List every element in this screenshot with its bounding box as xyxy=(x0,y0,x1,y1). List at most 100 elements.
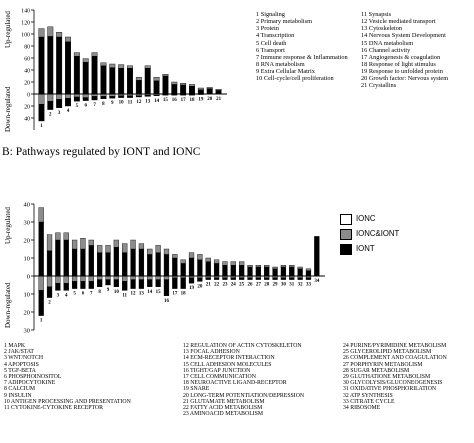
chart-b-legend-item: 18 NEUROACTIVE LIGAND-RECEPTOR xyxy=(183,380,287,387)
chart-b-bar-down xyxy=(155,275,161,280)
chart-a-bar-down xyxy=(153,94,160,96)
chart-a-bar-up xyxy=(47,36,54,95)
chart-a-category-label: 21 xyxy=(216,97,222,102)
chart-a-bar-up xyxy=(118,67,125,95)
chart-b-bar-up xyxy=(122,252,128,277)
chart-a-category-label: 15 xyxy=(163,98,169,103)
chart-b-category-label: 20 xyxy=(197,284,203,289)
chart-b-legend-item: 26 COMPLEMENT AND COAGULATION xyxy=(343,355,447,362)
chart-b-bar-up xyxy=(163,248,170,255)
chart-b-category-label: 29 xyxy=(273,283,279,288)
chart-b-bar-down xyxy=(230,277,236,280)
chart-b-y-tick-label: 20 xyxy=(24,310,31,317)
chart-b-bar-down xyxy=(247,277,253,280)
chart-b-bar-up xyxy=(71,239,78,250)
chart-b-bar-up xyxy=(38,221,44,277)
chart-a-bar-down xyxy=(47,93,54,102)
chart-a-bar-up xyxy=(215,90,222,95)
chart-b-legend-item: 24 PURINE/PYRIMIDINE METABOLISM xyxy=(343,343,447,349)
chart-b-bar-down xyxy=(163,275,170,280)
chart-b-bar-up xyxy=(205,261,211,277)
key-label-ionc-iont: IONC&IONT xyxy=(356,229,400,238)
chart-a-bar-up xyxy=(144,65,151,69)
chart-a-category-label: 5 xyxy=(76,104,79,109)
chart-a-bar-up xyxy=(144,67,151,95)
chart-b-y-tick-label: 30 xyxy=(24,220,31,227)
chart-a-category-label: 4 xyxy=(67,109,70,114)
chart-b-bar-up xyxy=(272,266,278,269)
chart-a-bar-up xyxy=(153,76,160,81)
chart-a-legend-col1: 1 Signaling 2 Primary metabolism 3 Protein… xyxy=(256,11,348,82)
chart-a-bar-down xyxy=(65,97,71,107)
chart-b-bar-up xyxy=(130,239,136,250)
chart-a-bar-up xyxy=(100,65,107,95)
chart-b-legend-item: 34 RIBOSOME xyxy=(343,404,381,411)
chart-b-bar-up xyxy=(222,261,228,266)
chart-b-bar-down xyxy=(138,279,145,289)
chart-a-category-label: 20 xyxy=(207,97,213,102)
chart-b-bar-up xyxy=(297,266,303,269)
chart-a-bar-up xyxy=(56,32,63,38)
chart-b-bar-up xyxy=(180,259,186,264)
chart-b-category-label: 34 xyxy=(314,279,320,284)
chart-a-legend-item: 14 Nervous System Development xyxy=(361,32,446,40)
chart-a-bar-up xyxy=(109,63,116,68)
chart-b-category-label: 1 xyxy=(40,319,43,324)
chart-b-legend-col1: 1 MAPK 2 JAK/STAT 3 WNT/NOTCH 4 APOPTOSIS 5 … xyxy=(4,343,131,411)
chart-a-bar-up xyxy=(189,84,195,87)
chart-b-bar-down xyxy=(239,277,245,280)
chart-a-legend-item: 16 Channel activity xyxy=(361,46,411,54)
chart-a-bar-up xyxy=(180,82,187,86)
chart-a-category-label: 11 xyxy=(128,101,133,106)
chart-b-legend-item: 20 LONG-TERM POTENTIATION/DEPRESSION xyxy=(183,392,305,399)
chart-b-bar-up xyxy=(55,232,61,241)
chart-a-bar-down xyxy=(82,93,89,98)
chart-a-bar-up xyxy=(38,36,45,95)
chart-a-legend-item: 10 Cell-cycle/cell proliferation xyxy=(256,75,334,83)
chart-b-legend-item: 31 OXIDATIVE PHOSPHORILATION xyxy=(343,386,437,393)
chart-a-y-tick-label: 100 xyxy=(21,33,30,39)
chart-b-ylabel-up: Up-regulated xyxy=(4,207,12,244)
chart-a-bar-down xyxy=(91,96,98,101)
chart-b-bar-down xyxy=(113,279,119,287)
chart-b-legend-item: 28 SUGAR METABOLISM xyxy=(343,367,410,374)
chart-b-category-label: 25 xyxy=(239,283,245,288)
chart-a-bar-up xyxy=(206,87,213,89)
chart-b-legend-item: 15 CELL ADHESION MOLECULES xyxy=(183,361,272,368)
chart-a-bar-up xyxy=(65,41,71,95)
chart-a-bar-up xyxy=(215,88,222,91)
chart-b-bar-up xyxy=(80,248,86,277)
chart-b-category-label: 26 xyxy=(248,283,254,288)
chart-b-category-label: 9 xyxy=(107,288,110,293)
chart-a-bar-up xyxy=(91,52,98,57)
chart-b-y-tick-label: 20 xyxy=(24,238,31,245)
key-label-ionc: IONC xyxy=(356,214,376,223)
chart-b-legend-item: 21 GLUTAMATE METABOLISM xyxy=(183,398,265,405)
chart-a-legend-item: 21 Crystallins xyxy=(361,82,397,90)
chart-a-bar-up xyxy=(197,87,204,90)
chart-b-bar-up xyxy=(272,268,278,277)
chart-b-bar-up xyxy=(314,236,320,277)
chart-b-bar-down xyxy=(147,279,153,287)
chart-a-bar-down xyxy=(56,99,63,109)
chart-a-bar-down xyxy=(171,94,178,96)
chart-a-ylabel-up: Up-regulated xyxy=(4,11,12,48)
chart-b-bar-down xyxy=(46,275,53,288)
chart-b-y-tick-label: 10 xyxy=(24,292,31,299)
chart-b-bar-down xyxy=(113,275,119,280)
chart-b-bar-up xyxy=(147,254,153,277)
chart-b-bar-up xyxy=(188,252,195,259)
chart-a-legend-item: 3 Protein xyxy=(256,25,279,33)
chart-b-bar-up xyxy=(197,254,203,261)
chart-b-bar-down xyxy=(163,279,170,296)
chart-b-legend-item: 11 CYTOKINE-CYTOKINE RECEPTOR xyxy=(4,404,103,411)
chart-a-bar-up xyxy=(38,28,45,38)
chart-b-bar-down xyxy=(305,277,312,280)
chart-a-bar-down xyxy=(127,95,133,98)
chart-b-bar-up xyxy=(46,234,53,251)
chart-a-y-tick-label: 80 xyxy=(24,45,30,51)
chart-b-category-label: 23 xyxy=(222,283,228,288)
chart-a-bar-down xyxy=(38,103,45,122)
chart-b-bar-down xyxy=(63,275,69,284)
chart-b-category-label: 32 xyxy=(298,283,304,288)
